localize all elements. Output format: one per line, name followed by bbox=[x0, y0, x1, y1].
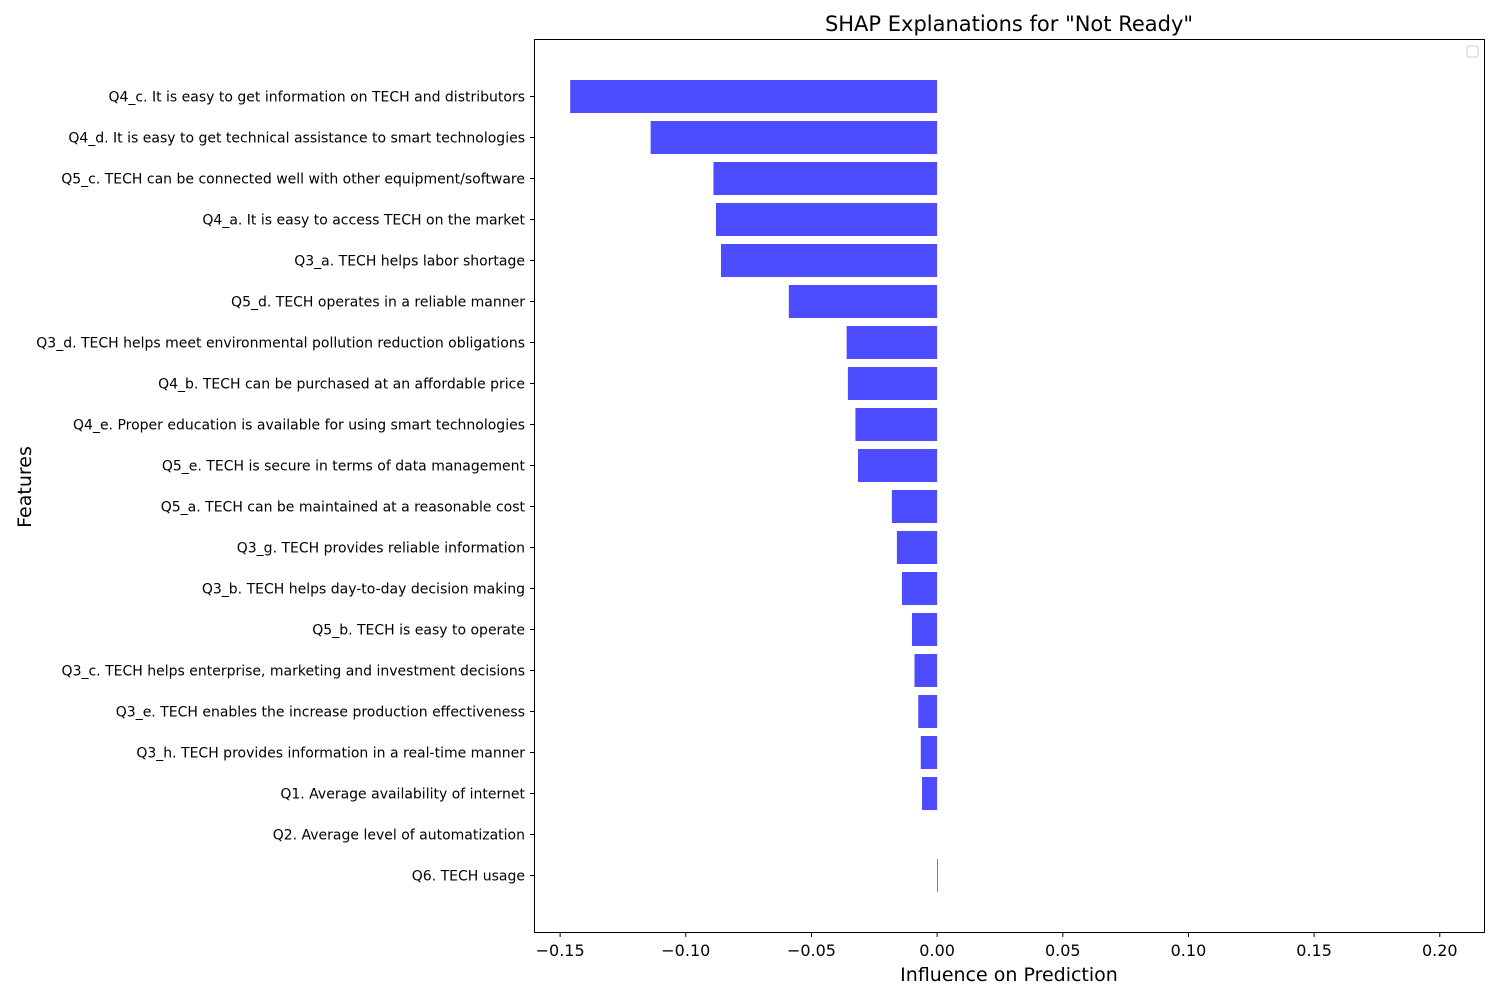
bar bbox=[857, 449, 938, 482]
bar bbox=[713, 162, 938, 195]
x-tick-label: −0.10 bbox=[661, 941, 710, 960]
bar bbox=[918, 695, 938, 728]
x-tick-label: 0.20 bbox=[1422, 941, 1458, 960]
x-axis-label: Influence on Prediction bbox=[900, 964, 1118, 986]
chart-title: SHAP Explanations for "Not Ready" bbox=[825, 12, 1193, 36]
bar bbox=[937, 859, 938, 892]
y-tick-label: Q3_h. TECH provides information in a rea… bbox=[136, 746, 525, 762]
y-tick-label: Q4_a. It is easy to access TECH on the m… bbox=[202, 213, 525, 229]
legend-box bbox=[1466, 45, 1479, 58]
y-tick-label: Q4_d. It is easy to get technical assist… bbox=[68, 131, 525, 147]
y-tick-label: Q4_c. It is easy to get information on T… bbox=[108, 90, 525, 106]
y-tick-label: Q5_d. TECH operates in a reliable manner bbox=[231, 295, 525, 311]
bar bbox=[650, 121, 938, 154]
x-tick-label: −0.15 bbox=[536, 941, 585, 960]
x-tick-label: 0.05 bbox=[1045, 941, 1081, 960]
y-axis-ticks: Q4_c. It is easy to get information on T… bbox=[36, 90, 535, 885]
bar bbox=[914, 654, 938, 687]
y-tick-label: Q5_c. TECH can be connected well with ot… bbox=[61, 172, 525, 188]
plot-frame bbox=[534, 39, 1485, 933]
bar bbox=[847, 367, 938, 400]
bar bbox=[715, 203, 938, 236]
y-tick-label: Q3_c. TECH helps enterprise, marketing a… bbox=[62, 664, 525, 680]
x-tick-label: 0.15 bbox=[1296, 941, 1332, 960]
y-tick-label: Q5_e. TECH is secure in terms of data ma… bbox=[162, 459, 526, 475]
y-tick-label: Q3_a. TECH helps labor shortage bbox=[294, 254, 525, 270]
y-tick-label: Q3_d. TECH helps meet environmental poll… bbox=[36, 336, 525, 352]
y-axis-label: Features bbox=[14, 446, 36, 528]
bar bbox=[855, 408, 938, 441]
x-tick-label: 0.10 bbox=[1171, 941, 1207, 960]
bar bbox=[920, 736, 938, 769]
bar bbox=[922, 777, 938, 810]
y-tick-label: Q3_b. TECH helps day-to-day decision mak… bbox=[202, 582, 525, 598]
y-tick-label: Q4_e. Proper education is available for … bbox=[73, 418, 525, 434]
bar bbox=[901, 572, 938, 605]
y-tick-label: Q3_g. TECH provides reliable information bbox=[237, 541, 525, 557]
y-tick-label: Q6. TECH usage bbox=[412, 869, 525, 885]
bars-layer bbox=[570, 80, 938, 892]
x-axis-ticks: −0.15 −0.10 −0.05 0.00 0.05 0.10 0.15 0.20 bbox=[536, 932, 1458, 960]
y-tick-label: Q4_b. TECH can be purchased at an afford… bbox=[158, 377, 525, 393]
bar bbox=[846, 326, 938, 359]
x-tick-label: 0.00 bbox=[919, 941, 955, 960]
bar bbox=[911, 613, 938, 646]
bar bbox=[896, 531, 938, 564]
x-tick-label: −0.05 bbox=[787, 941, 836, 960]
bar bbox=[570, 80, 938, 113]
bar bbox=[720, 244, 938, 277]
y-tick-label: Q5_a. TECH can be maintained at a reason… bbox=[161, 500, 526, 516]
y-tick-label: Q5_b. TECH is easy to operate bbox=[312, 623, 525, 639]
bar bbox=[891, 490, 938, 523]
y-tick-label: Q3_e. TECH enables the increase producti… bbox=[116, 705, 525, 721]
bar bbox=[788, 285, 938, 318]
y-tick-label: Q1. Average availability of internet bbox=[280, 787, 525, 803]
y-tick-label: Q2. Average level of automatization bbox=[273, 828, 525, 844]
